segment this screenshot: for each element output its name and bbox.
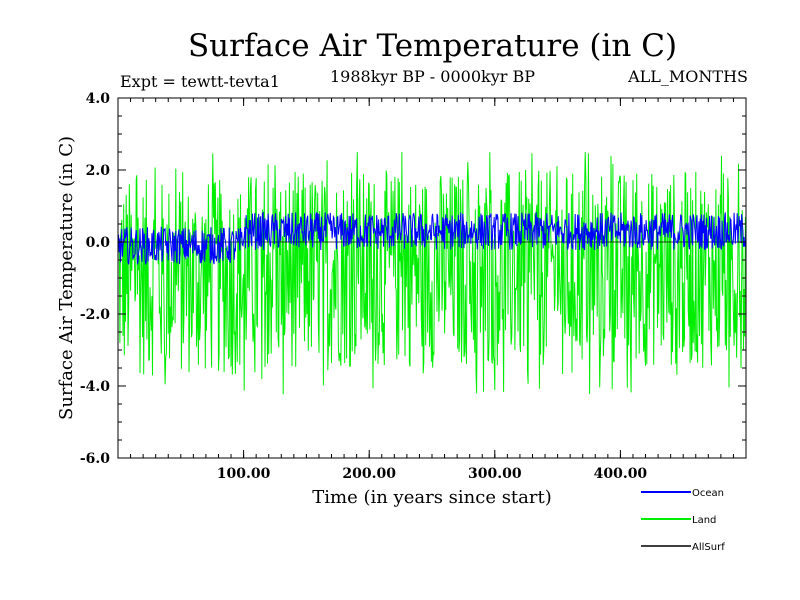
- y-tick-label: -4.0: [80, 379, 110, 395]
- y-tick-label: 2.0: [86, 163, 111, 179]
- y-tick-label: -6.0: [80, 451, 110, 467]
- chart-subtitle: 1988kyr BP - 0000kyr BP: [330, 67, 535, 86]
- x-tick-label: 300.00: [468, 466, 522, 482]
- series-line-land: [117, 151, 747, 395]
- legend-label-ocean: Ocean: [692, 488, 724, 499]
- legend-label-land: Land: [692, 515, 716, 526]
- period-label: ALL_MONTHS: [628, 67, 748, 86]
- legend-label-allsurf: AllSurf: [692, 542, 725, 553]
- x-tick-label: 400.00: [594, 466, 648, 482]
- x-tick-label: 200.00: [342, 466, 396, 482]
- chart-title: Surface Air Temperature (in C): [187, 28, 678, 64]
- y-tick-label: -2.0: [80, 307, 110, 323]
- x-axis-label: Time (in years since start): [312, 487, 552, 508]
- experiment-label: Expt = tewtt-tevta1: [120, 72, 280, 91]
- y-axis-label: Surface Air Temperature (in C): [56, 136, 77, 420]
- y-tick-label: 4.0: [86, 91, 111, 107]
- y-tick-label: 0.0: [86, 235, 111, 251]
- x-tick-label: 100.00: [217, 466, 271, 482]
- series-line-ocean: [117, 211, 747, 265]
